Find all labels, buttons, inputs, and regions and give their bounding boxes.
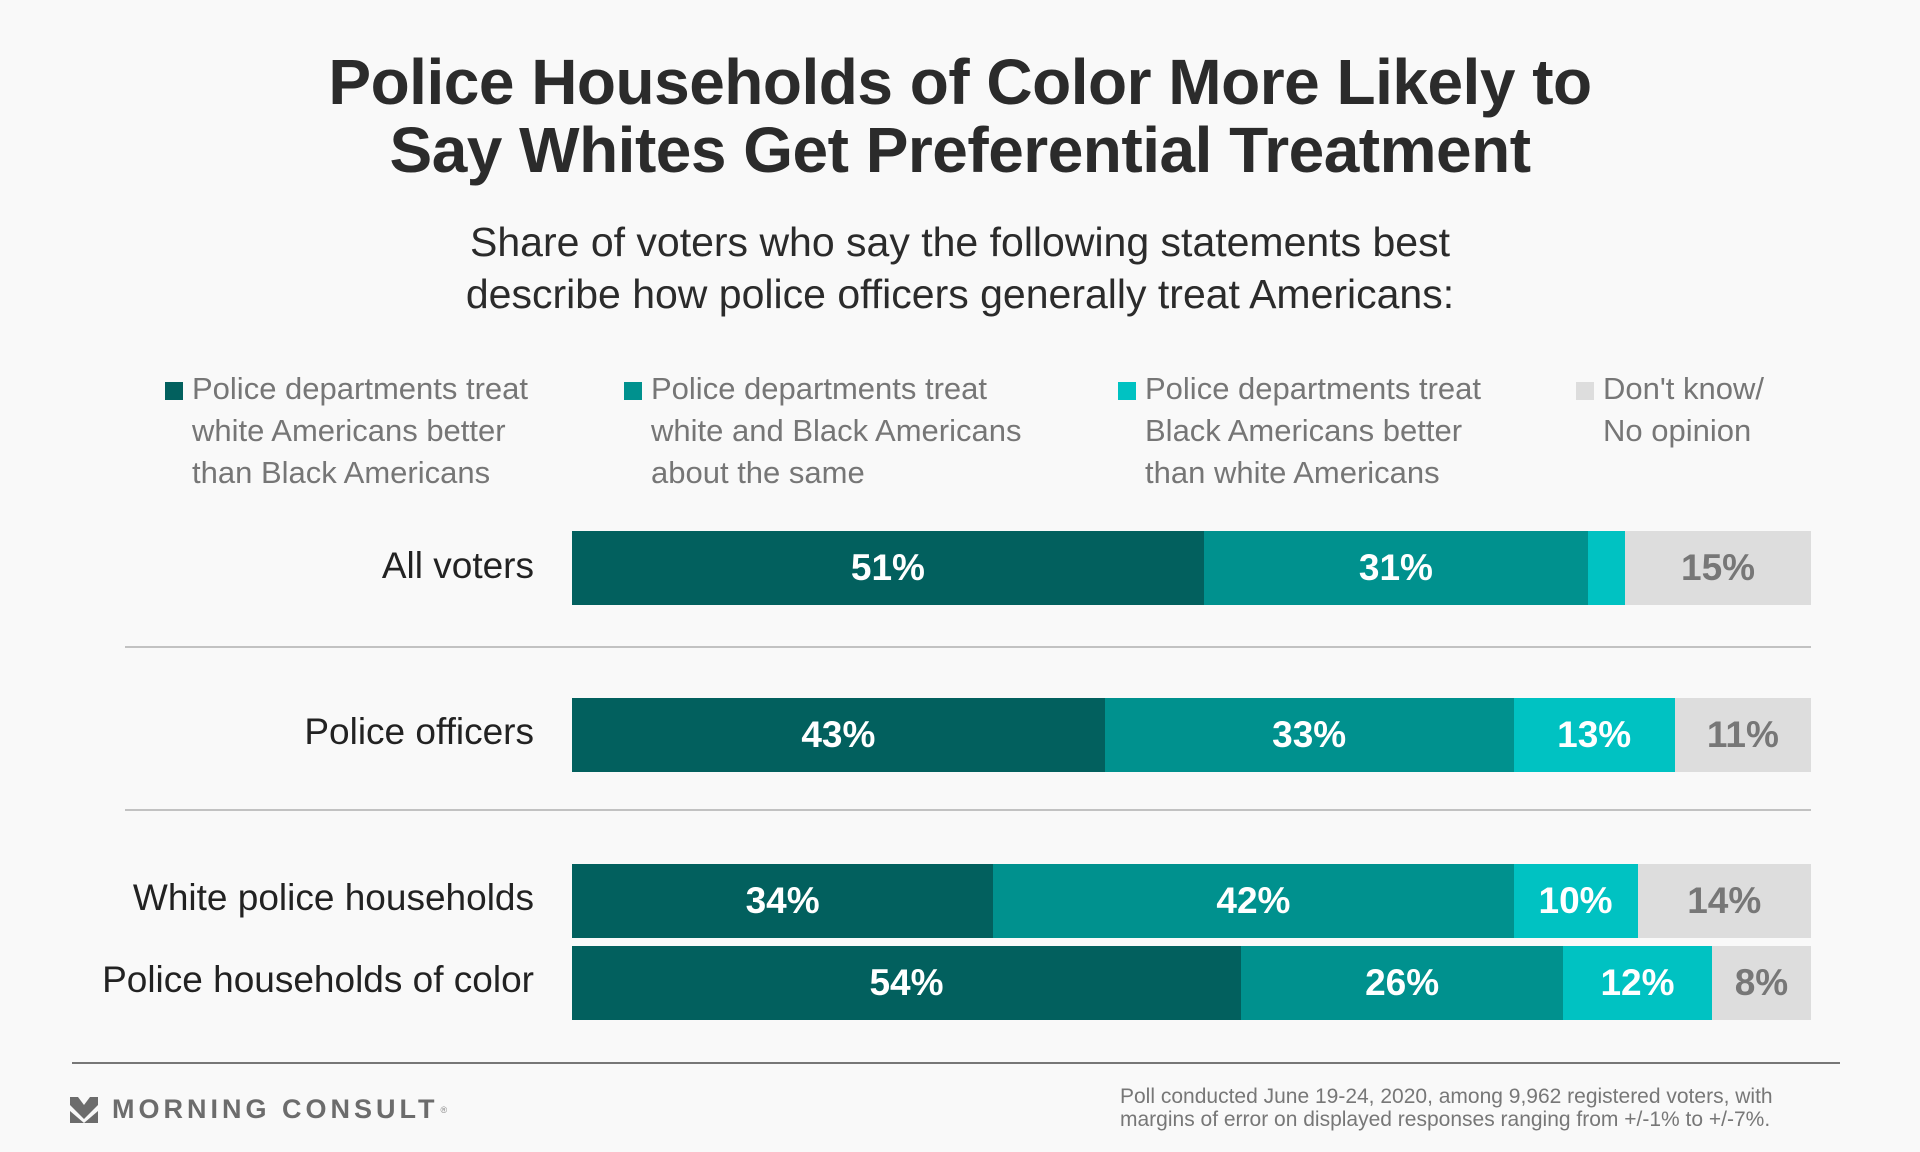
legend-label: Police departments treat white and Black… [651, 371, 1022, 490]
chart-title: Police Households of Color More Likely t… [0, 48, 1920, 184]
legend-item-white-better: Police departments treat white Americans… [165, 368, 529, 494]
registered-mark: ® [440, 1104, 448, 1115]
row-label-police-households-of-color: Police households of color [102, 959, 534, 1000]
bar-police-households-of-color: 54% 26% 12% 8% [572, 946, 1811, 1020]
note-line-1: Poll conducted June 19-24, 2020, among 9… [1120, 1085, 1773, 1108]
footer-divider [72, 1062, 1840, 1064]
data-label: 34% [745, 880, 820, 921]
legend-label: Police departments treat Black Americans… [1145, 371, 1482, 490]
row-separator [125, 809, 1811, 811]
title-line-1: Police Households of Color More Likely t… [328, 46, 1592, 118]
legend-item-same: Police departments treat white and Black… [624, 368, 1022, 494]
data-label: 12% [1600, 962, 1675, 1003]
bar-segment-black-better: 12% [1563, 946, 1712, 1020]
legend-item-black-better: Police departments treat Black Americans… [1118, 368, 1482, 494]
row-label-white-police-households: White police households [132, 877, 534, 918]
legend-swatch [1576, 382, 1594, 400]
data-label: 13% [1557, 714, 1632, 755]
note-line-2: margins of error on displayed responses … [1120, 1108, 1771, 1131]
data-label: 43% [801, 714, 876, 755]
bar-segment-same: 31% [1203, 531, 1588, 605]
bar-segment-same: 42% [993, 864, 1514, 938]
data-label: 10% [1538, 880, 1613, 921]
legend-label: Don't know/ No opinion [1603, 371, 1764, 448]
data-label: 51% [850, 547, 925, 588]
subtitle-line-1: Share of voters who say the following st… [470, 219, 1450, 265]
bar-segment-black-better: 13% [1513, 698, 1675, 772]
morning-consult-logo: MORNING CONSULT ® [70, 1094, 447, 1125]
data-label: 8% [1734, 962, 1789, 1003]
data-label: 11% [1706, 714, 1779, 755]
bar-segment-white-better: 51% [572, 531, 1204, 605]
bar-police-officers: 43% 33% 13% 11% [572, 698, 1811, 772]
chart-subtitle: Share of voters who say the following st… [0, 216, 1920, 320]
bar-white-police-households: 34% 42% 10% 14% [572, 864, 1811, 938]
bar-segment-black-better: 10% [1513, 864, 1638, 938]
bar-segment-same: 26% [1241, 946, 1564, 1020]
row-label-police-officers: Police officers [304, 711, 534, 752]
data-label: 31% [1358, 547, 1433, 588]
bar-segment-dont-know: 14% [1637, 864, 1811, 938]
bar-segment-dont-know: 11% [1674, 698, 1811, 772]
data-label: 26% [1365, 962, 1440, 1003]
data-label: 42% [1216, 880, 1291, 921]
data-label: 33% [1272, 714, 1347, 755]
brand-name: MORNING CONSULT [112, 1094, 439, 1124]
bar-segment-dont-know: 15% [1625, 531, 1811, 605]
bar-segment-white-better: 43% [572, 698, 1105, 772]
poll-methodology-note: Poll conducted June 19-24, 2020, among 9… [1120, 1085, 1840, 1131]
bar-segment-same: 33% [1104, 698, 1514, 772]
legend-swatch [624, 382, 642, 400]
data-label: 54% [869, 962, 944, 1003]
legend-swatch [165, 382, 183, 400]
legend-label: Police departments treat white Americans… [192, 371, 529, 490]
bar-segment-white-better: 54% [572, 946, 1242, 1020]
bar-segment-black-better [1587, 531, 1626, 605]
data-label: 15% [1681, 547, 1756, 588]
bar-segment-dont-know: 8% [1711, 946, 1811, 1020]
legend-swatch [1118, 382, 1136, 400]
legend-item-dont-know: Don't know/ No opinion [1576, 368, 1764, 452]
bar-all-voters: 51% 31% 15% [572, 531, 1811, 605]
bar-segment-white-better: 34% [572, 864, 994, 938]
title-line-2: Say Whites Get Preferential Treatment [389, 114, 1532, 186]
row-label-all-voters: All voters [381, 545, 534, 586]
morning-consult-chevron-icon [70, 1096, 98, 1123]
data-label: 14% [1687, 880, 1762, 921]
row-separator [125, 646, 1811, 648]
subtitle-line-2: describe how police officers generally t… [465, 271, 1455, 317]
